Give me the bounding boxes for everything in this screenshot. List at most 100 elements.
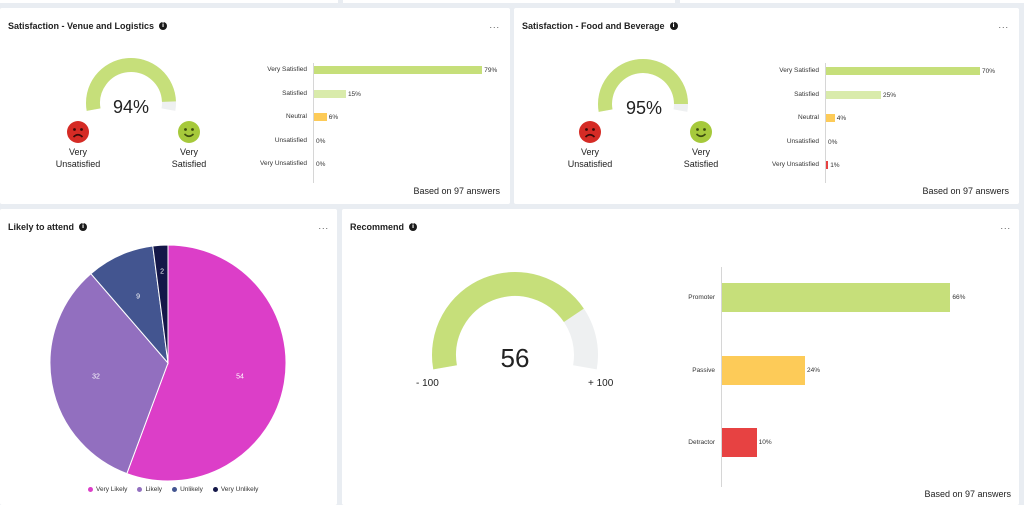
bar-value-label: 4%: [836, 115, 847, 122]
bar-category-label: Neutral: [286, 113, 307, 120]
bar[interactable]: [826, 90, 881, 99]
bar-value-label: 15%: [347, 90, 361, 98]
card-menu-button[interactable]: ...: [1000, 221, 1011, 231]
info-icon[interactable]: i: [669, 22, 678, 30]
venue-satisfaction-card: Satisfaction - Venue and Logistics i ...…: [0, 8, 510, 204]
bar-category-label: Very Satisfied: [267, 66, 307, 73]
pie-slice-label: 32: [92, 373, 100, 380]
sad-face-icon: [67, 121, 89, 143]
bar-category-label: Very Unsatisfied: [772, 161, 819, 168]
gauge-value: 95%: [625, 98, 663, 118]
label-line: Very: [179, 147, 198, 157]
gauge-fill: [432, 272, 584, 370]
bar[interactable]: [826, 161, 829, 169]
pie-slice-label: 54: [236, 373, 244, 380]
legend-item-very-likely[interactable]: Very Likely: [88, 486, 127, 493]
gauge-fill: [598, 59, 688, 112]
card-menu-button[interactable]: ...: [318, 221, 329, 231]
legend-item-likely[interactable]: Likely: [137, 486, 162, 493]
bar[interactable]: [722, 428, 757, 457]
pie-slice-likely[interactable]: [49, 273, 169, 475]
bar-value-label: 0%: [316, 161, 326, 168]
bar-value-label: 0%: [828, 138, 838, 146]
bar-category-label: Very Unsatisfied: [260, 160, 307, 167]
bar-value-label: 24%: [807, 366, 821, 374]
label-line: Very: [580, 147, 599, 157]
info-icon[interactable]: i: [79, 223, 88, 231]
pie-chart: 54 32 9 2: [49, 244, 287, 482]
info-icon[interactable]: i: [409, 223, 418, 231]
bar[interactable]: [722, 355, 806, 385]
card-title: Recommend i: [350, 222, 418, 232]
legend-label: Unlikely: [180, 486, 203, 493]
bar-category-label: Satisfied: [794, 90, 819, 98]
happy-face-icon: [178, 121, 200, 143]
card-title-text: Likely to attend: [8, 222, 75, 232]
bar-axis: [825, 63, 826, 183]
bar-category-label: Promoter: [688, 294, 715, 301]
label-line: Very: [68, 147, 87, 157]
card-title: Satisfaction - Food and Beverage i: [522, 21, 678, 31]
bar[interactable]: [314, 89, 346, 98]
pie-slice-very-likely[interactable]: [126, 244, 287, 482]
legend-label: Very Likely: [96, 486, 128, 493]
card-menu-button[interactable]: ...: [998, 20, 1009, 30]
very-satisfied-label: Very Satisfied: [666, 146, 736, 170]
bar[interactable]: [826, 114, 835, 122]
legend-label: Very Unlikely: [220, 486, 259, 493]
sad-face-icon: [579, 121, 601, 143]
legend-item-unlikely[interactable]: Unlikely: [172, 486, 203, 493]
pie-legend: Very Likely Likely Unlikely Very Unlikel…: [88, 486, 258, 493]
bar-axis: [721, 267, 722, 487]
very-satisfied-label: Very Satisfied: [154, 146, 224, 170]
card-title: Likely to attend i: [8, 222, 88, 232]
gauge-max-label: + 100: [588, 378, 614, 389]
bar[interactable]: [314, 113, 327, 121]
legend-dot: [88, 486, 93, 492]
bar[interactable]: [722, 283, 951, 312]
answers-footer: Based on 97 answers: [924, 489, 1011, 499]
card-title: Satisfaction - Venue and Logistics i: [8, 21, 168, 31]
gauge-value: 56: [500, 343, 530, 373]
bar-value-label: 6%: [328, 114, 339, 121]
label-line: Satisfied: [683, 159, 719, 169]
bar[interactable]: [826, 67, 980, 75]
bar-category-label: Passive: [692, 366, 715, 374]
bar-value-label: 70%: [982, 68, 996, 75]
bar-category-label: Unsatisfied: [786, 137, 819, 145]
bar-category-label: Detractor: [688, 439, 715, 446]
info-icon[interactable]: i: [159, 22, 168, 30]
card-title-text: Satisfaction - Food and Beverage: [522, 21, 665, 31]
bar[interactable]: [314, 66, 483, 74]
bar-category-label: Unsatisfied: [274, 136, 307, 144]
bar-value-label: 25%: [883, 91, 897, 99]
pie-slice-label: 9: [136, 294, 140, 301]
legend-item-very-unlikely[interactable]: Very Unlikely: [212, 486, 259, 493]
answers-footer: Based on 97 answers: [922, 186, 1009, 196]
legend-dot: [212, 486, 218, 492]
label-line: Unsatisfied: [55, 159, 101, 169]
bar-value-label: 10%: [758, 439, 772, 446]
bar-axis: [313, 63, 314, 183]
card-menu-button[interactable]: ...: [489, 20, 500, 30]
recommend-card: Recommend i ... 56 - 100 + 100 Promoter 6…: [342, 209, 1019, 505]
bar-category-label: Very Satisfied: [779, 67, 819, 74]
nps-gauge-chart: [432, 272, 598, 370]
gauge-chart: [86, 58, 176, 111]
label-line: Satisfied: [171, 159, 207, 169]
bar-value-label: 66%: [952, 294, 966, 301]
happy-face-icon: [690, 121, 712, 143]
top-strip-segment: [680, 0, 1024, 3]
very-unsatisfied-label: Very Unsatisfied: [43, 146, 113, 170]
bar-value-label: 1%: [830, 162, 840, 169]
likely-to-attend-card: Likely to attend i ... 54 32 9 2 Very Likel…: [0, 209, 337, 505]
top-strip: [0, 0, 1024, 6]
answers-footer: Based on 97 answers: [413, 186, 500, 196]
pie-slice-label: 2: [160, 269, 164, 276]
bar-category-label: Neutral: [798, 114, 819, 121]
very-unsatisfied-label: Very Unsatisfied: [555, 146, 625, 170]
card-title-text: Recommend: [350, 222, 405, 232]
gauge-value: 94%: [112, 97, 150, 117]
pie-slice-very-unlikely[interactable]: [152, 244, 169, 364]
bar-category-label: Satisfied: [282, 89, 307, 97]
